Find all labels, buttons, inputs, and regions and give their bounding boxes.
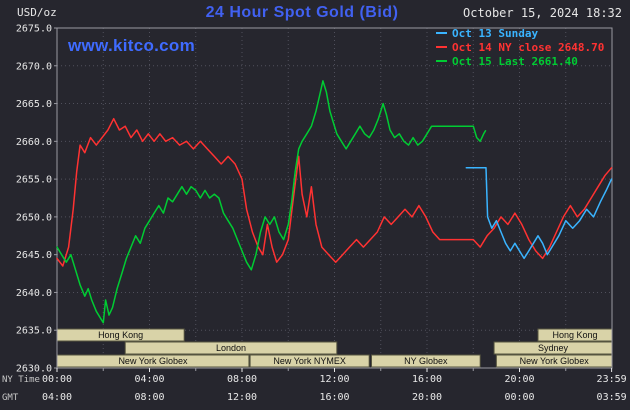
y-tick-label: 2630.0 [16, 364, 52, 375]
chart-title: 24 Hour Spot Gold (Bid) [205, 4, 399, 21]
legend-swatch-icon [436, 46, 447, 48]
y-tick-label: 2645.0 [16, 250, 52, 261]
y-tick-label: 2670.0 [16, 61, 52, 72]
x-tick-label-ny: 12:00 [319, 374, 349, 385]
y-tick-label: 2665.0 [16, 99, 52, 110]
x-tick-label-gmt: 00:00 [504, 392, 534, 403]
y-axis-unit-label: USD/oz [17, 6, 57, 19]
legend-swatch-icon [436, 32, 447, 34]
y-tick-label: 2660.0 [16, 137, 52, 148]
series-line-oct15 [56, 80, 487, 324]
y-tick-label: 2635.0 [16, 326, 52, 337]
x-tick-label-gmt: 03:59 [597, 392, 627, 403]
x-tick-label-ny: 23:59 [597, 374, 627, 385]
session-label: London [216, 343, 246, 353]
x-tick-label-gmt: 16:00 [319, 392, 349, 403]
datetime-label: October 15, 2024 18:32 [463, 6, 622, 20]
x-tick-label-gmt: 04:00 [42, 392, 72, 403]
x-tick-label-gmt: 12:00 [227, 392, 257, 403]
series-line-oct14 [56, 117, 613, 267]
legend-item-oct15: Oct 15 Last 2661.40 [436, 54, 604, 68]
legend-label: Oct 15 Last 2661.40 [452, 54, 578, 68]
session-label: Hong Kong [98, 330, 143, 340]
legend-item-oct14: Oct 14 NY close 2648.70 [436, 40, 605, 54]
session-label: NY Globex [404, 356, 448, 366]
x-tick-label-ny: 04:00 [134, 374, 164, 385]
kitco-watermark-link[interactable]: www.kitco.com [68, 36, 196, 55]
legend-swatch-icon [436, 60, 447, 62]
session-label: Hong Kong [552, 330, 597, 340]
ny-time-axis-label: NY Time [2, 375, 40, 385]
session-label: New York Globex [520, 356, 590, 366]
legend-label: Oct 14 NY close 2648.70 [452, 40, 605, 54]
series-line-oct13-sunday [465, 167, 613, 260]
session-band-new-york-nymex [249, 354, 370, 368]
gmt-axis-label: GMT [2, 393, 19, 403]
x-tick-label-ny: 00:00 [42, 374, 72, 385]
session-label: New York NYMEX [273, 356, 346, 366]
x-tick-label-ny: 08:00 [227, 374, 257, 385]
session-label: Sydney [538, 343, 569, 353]
session-label: New York Globex [118, 356, 188, 366]
y-tick-label: 2655.0 [16, 175, 52, 186]
session-band-ny-globex [371, 354, 481, 368]
x-tick-label-gmt: 20:00 [412, 392, 442, 403]
y-tick-label: 2650.0 [16, 212, 52, 223]
session-band-london [124, 341, 338, 355]
x-tick-label-ny: 16:00 [412, 374, 442, 385]
y-tick-label: 2640.0 [16, 288, 52, 299]
x-tick-label-gmt: 08:00 [134, 392, 164, 403]
x-tick-label-ny: 20:00 [504, 374, 534, 385]
y-tick-label: 2675.0 [16, 24, 52, 35]
